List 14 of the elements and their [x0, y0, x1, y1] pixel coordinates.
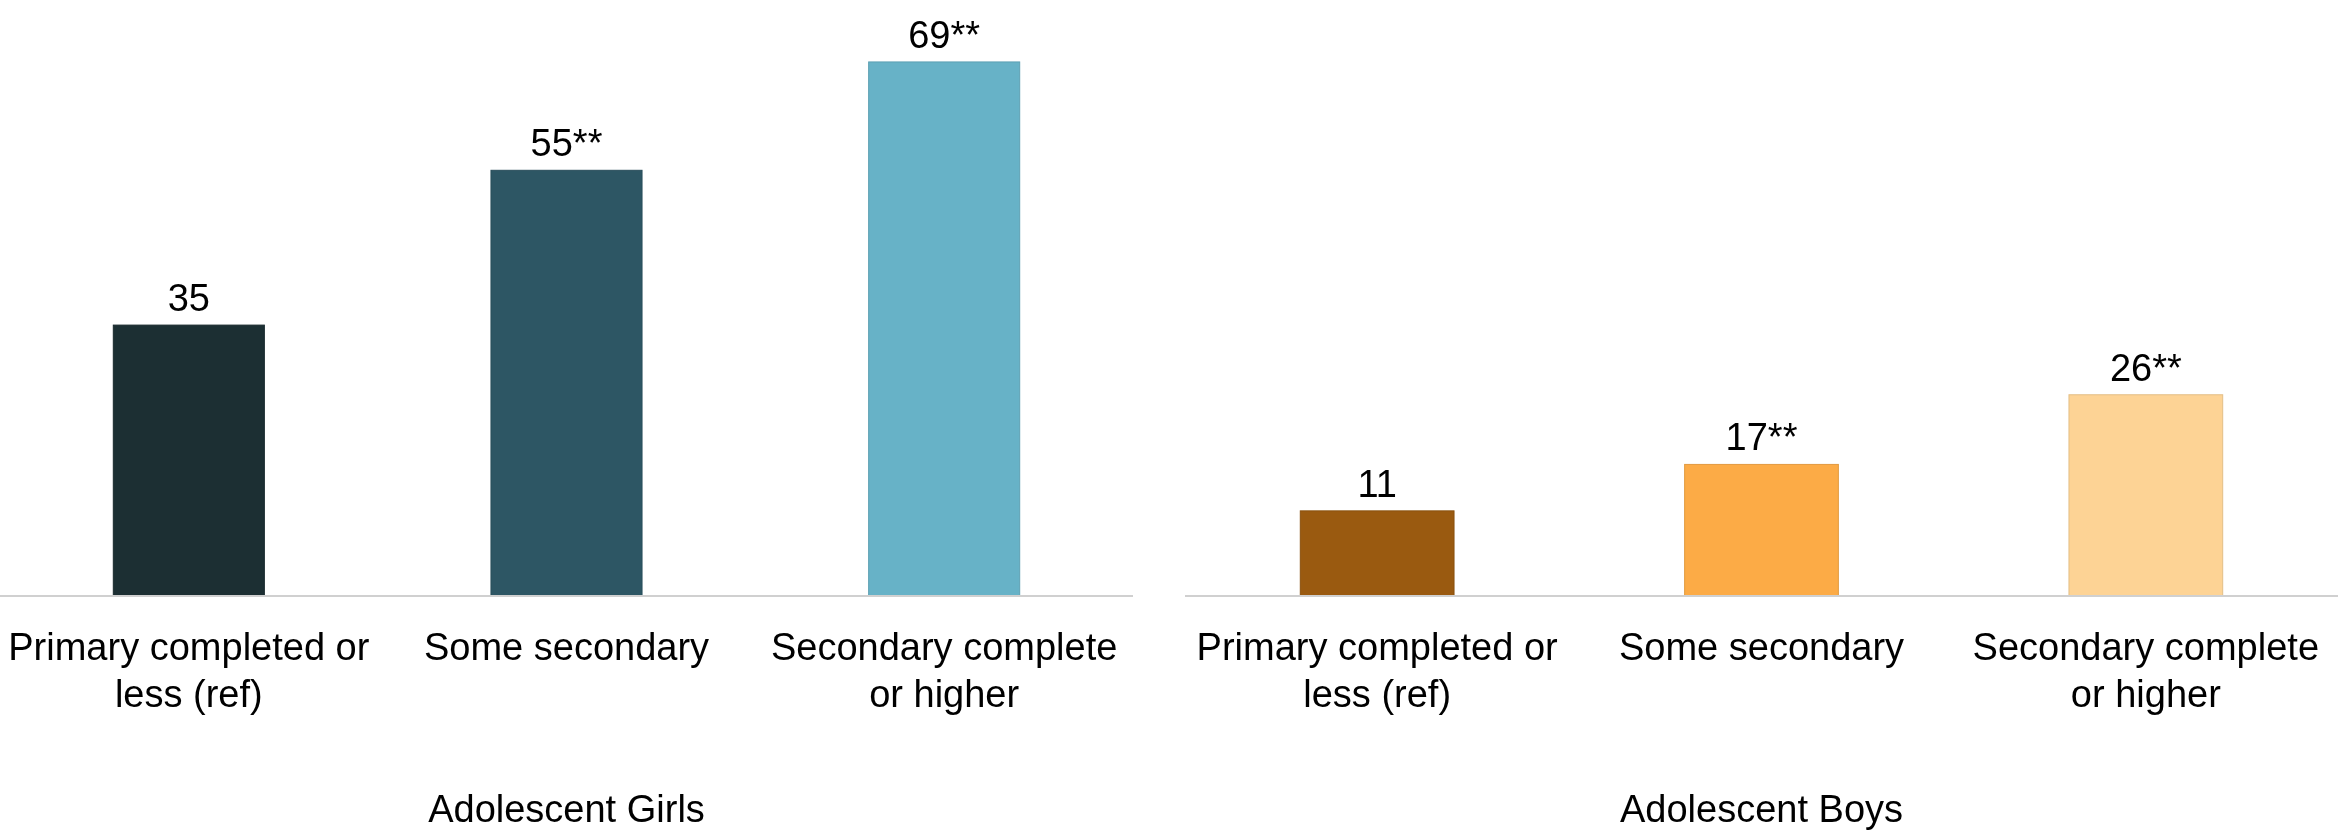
data-label: 17** — [1725, 416, 1798, 459]
x-axis-title: Adolescent Boys — [1619, 788, 1904, 830]
x-tick-label: Primary completed or less (ref) — [8, 626, 370, 715]
x-tick-label: Some secondary — [1618, 626, 1905, 668]
x-tick-label: Secondary complete or higher — [770, 626, 1118, 715]
x-axis-title: Adolescent Girls — [428, 788, 705, 830]
data-label: 55** — [530, 122, 603, 165]
x-tick-label: Primary completed or less (ref) — [1196, 626, 1559, 715]
data-label: 11 — [1357, 462, 1397, 505]
data-label: 26** — [2109, 346, 2182, 389]
data-label: 69** — [908, 13, 981, 56]
x-tick-label: Some secondary — [423, 626, 710, 668]
x-tick-label: Secondary complete or higher — [1972, 626, 2320, 715]
data-label: 35 — [167, 277, 210, 320]
